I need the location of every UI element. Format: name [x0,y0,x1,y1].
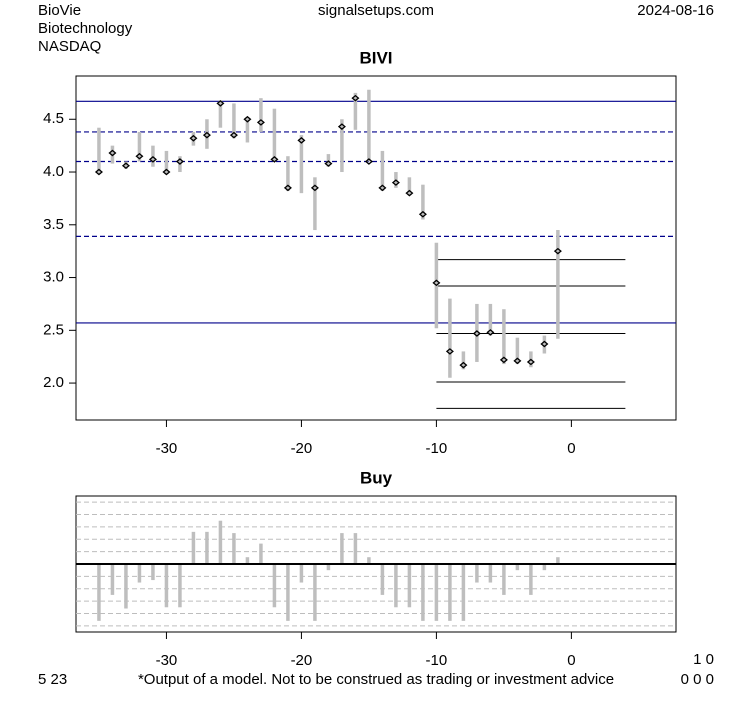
y-tick-label: 3.5 [43,216,64,233]
close-point [337,123,346,130]
close-point [486,329,495,336]
x-tick-label: -20 [291,652,313,669]
close-point [445,348,454,355]
site: signalsetups.com [318,2,434,19]
x-tick-label: -30 [156,440,178,457]
y-tick-label: 2.0 [43,374,64,391]
close-point [499,356,508,364]
close-point [283,184,292,192]
close-point [256,119,265,126]
date: 2024-08-16 [637,2,714,19]
x-tick-label: 0 [567,652,575,669]
plot-frame [75,75,677,421]
close-point [297,137,306,144]
x-tick-label: -10 [426,440,448,457]
close-point [148,156,157,163]
close-point [351,94,360,102]
close-point [540,340,549,348]
close-point [526,358,535,366]
close-point [553,247,562,255]
footer-right: 0 0 0 [681,671,714,688]
company: BioVie [38,2,81,19]
x-tick-label: -10 [426,652,448,669]
footer-right: 1 0 [693,651,714,668]
close-point [472,330,481,337]
y-tick-label: 3.0 [43,269,64,286]
chart-title: BIVI [359,48,392,67]
y-tick-label: 4.5 [43,110,64,127]
close-point [94,168,103,176]
close-point [108,149,117,157]
x-tick-label: -30 [156,652,178,669]
disclaimer: *Output of a model. Not to be construed … [138,671,614,688]
y-tick-label: 2.5 [43,321,64,338]
close-point [378,184,387,192]
close-point [391,179,400,186]
close-point [324,160,333,167]
x-tick-label: -20 [291,440,313,457]
close-point [243,115,252,123]
close-point [459,361,468,369]
close-point [135,152,144,160]
close-point [175,158,184,165]
close-point [513,357,522,365]
close-point [405,189,414,197]
close-point [310,184,319,192]
close-point [189,134,198,142]
close-point [202,131,211,139]
close-point [364,158,373,165]
close-point [418,210,427,218]
close-point [162,168,171,176]
y-tick-label: 4.0 [43,163,64,180]
x-tick-label: 0 [567,440,575,457]
close-point [229,131,238,139]
industry: Biotechnology [38,20,133,37]
close-point [270,156,279,163]
close-point [121,162,130,170]
chart-title: Buy [360,468,393,487]
footer-left: 5 23 [38,671,67,688]
exchange: NASDAQ [38,38,101,55]
close-point [432,279,441,287]
close-point [216,100,225,107]
